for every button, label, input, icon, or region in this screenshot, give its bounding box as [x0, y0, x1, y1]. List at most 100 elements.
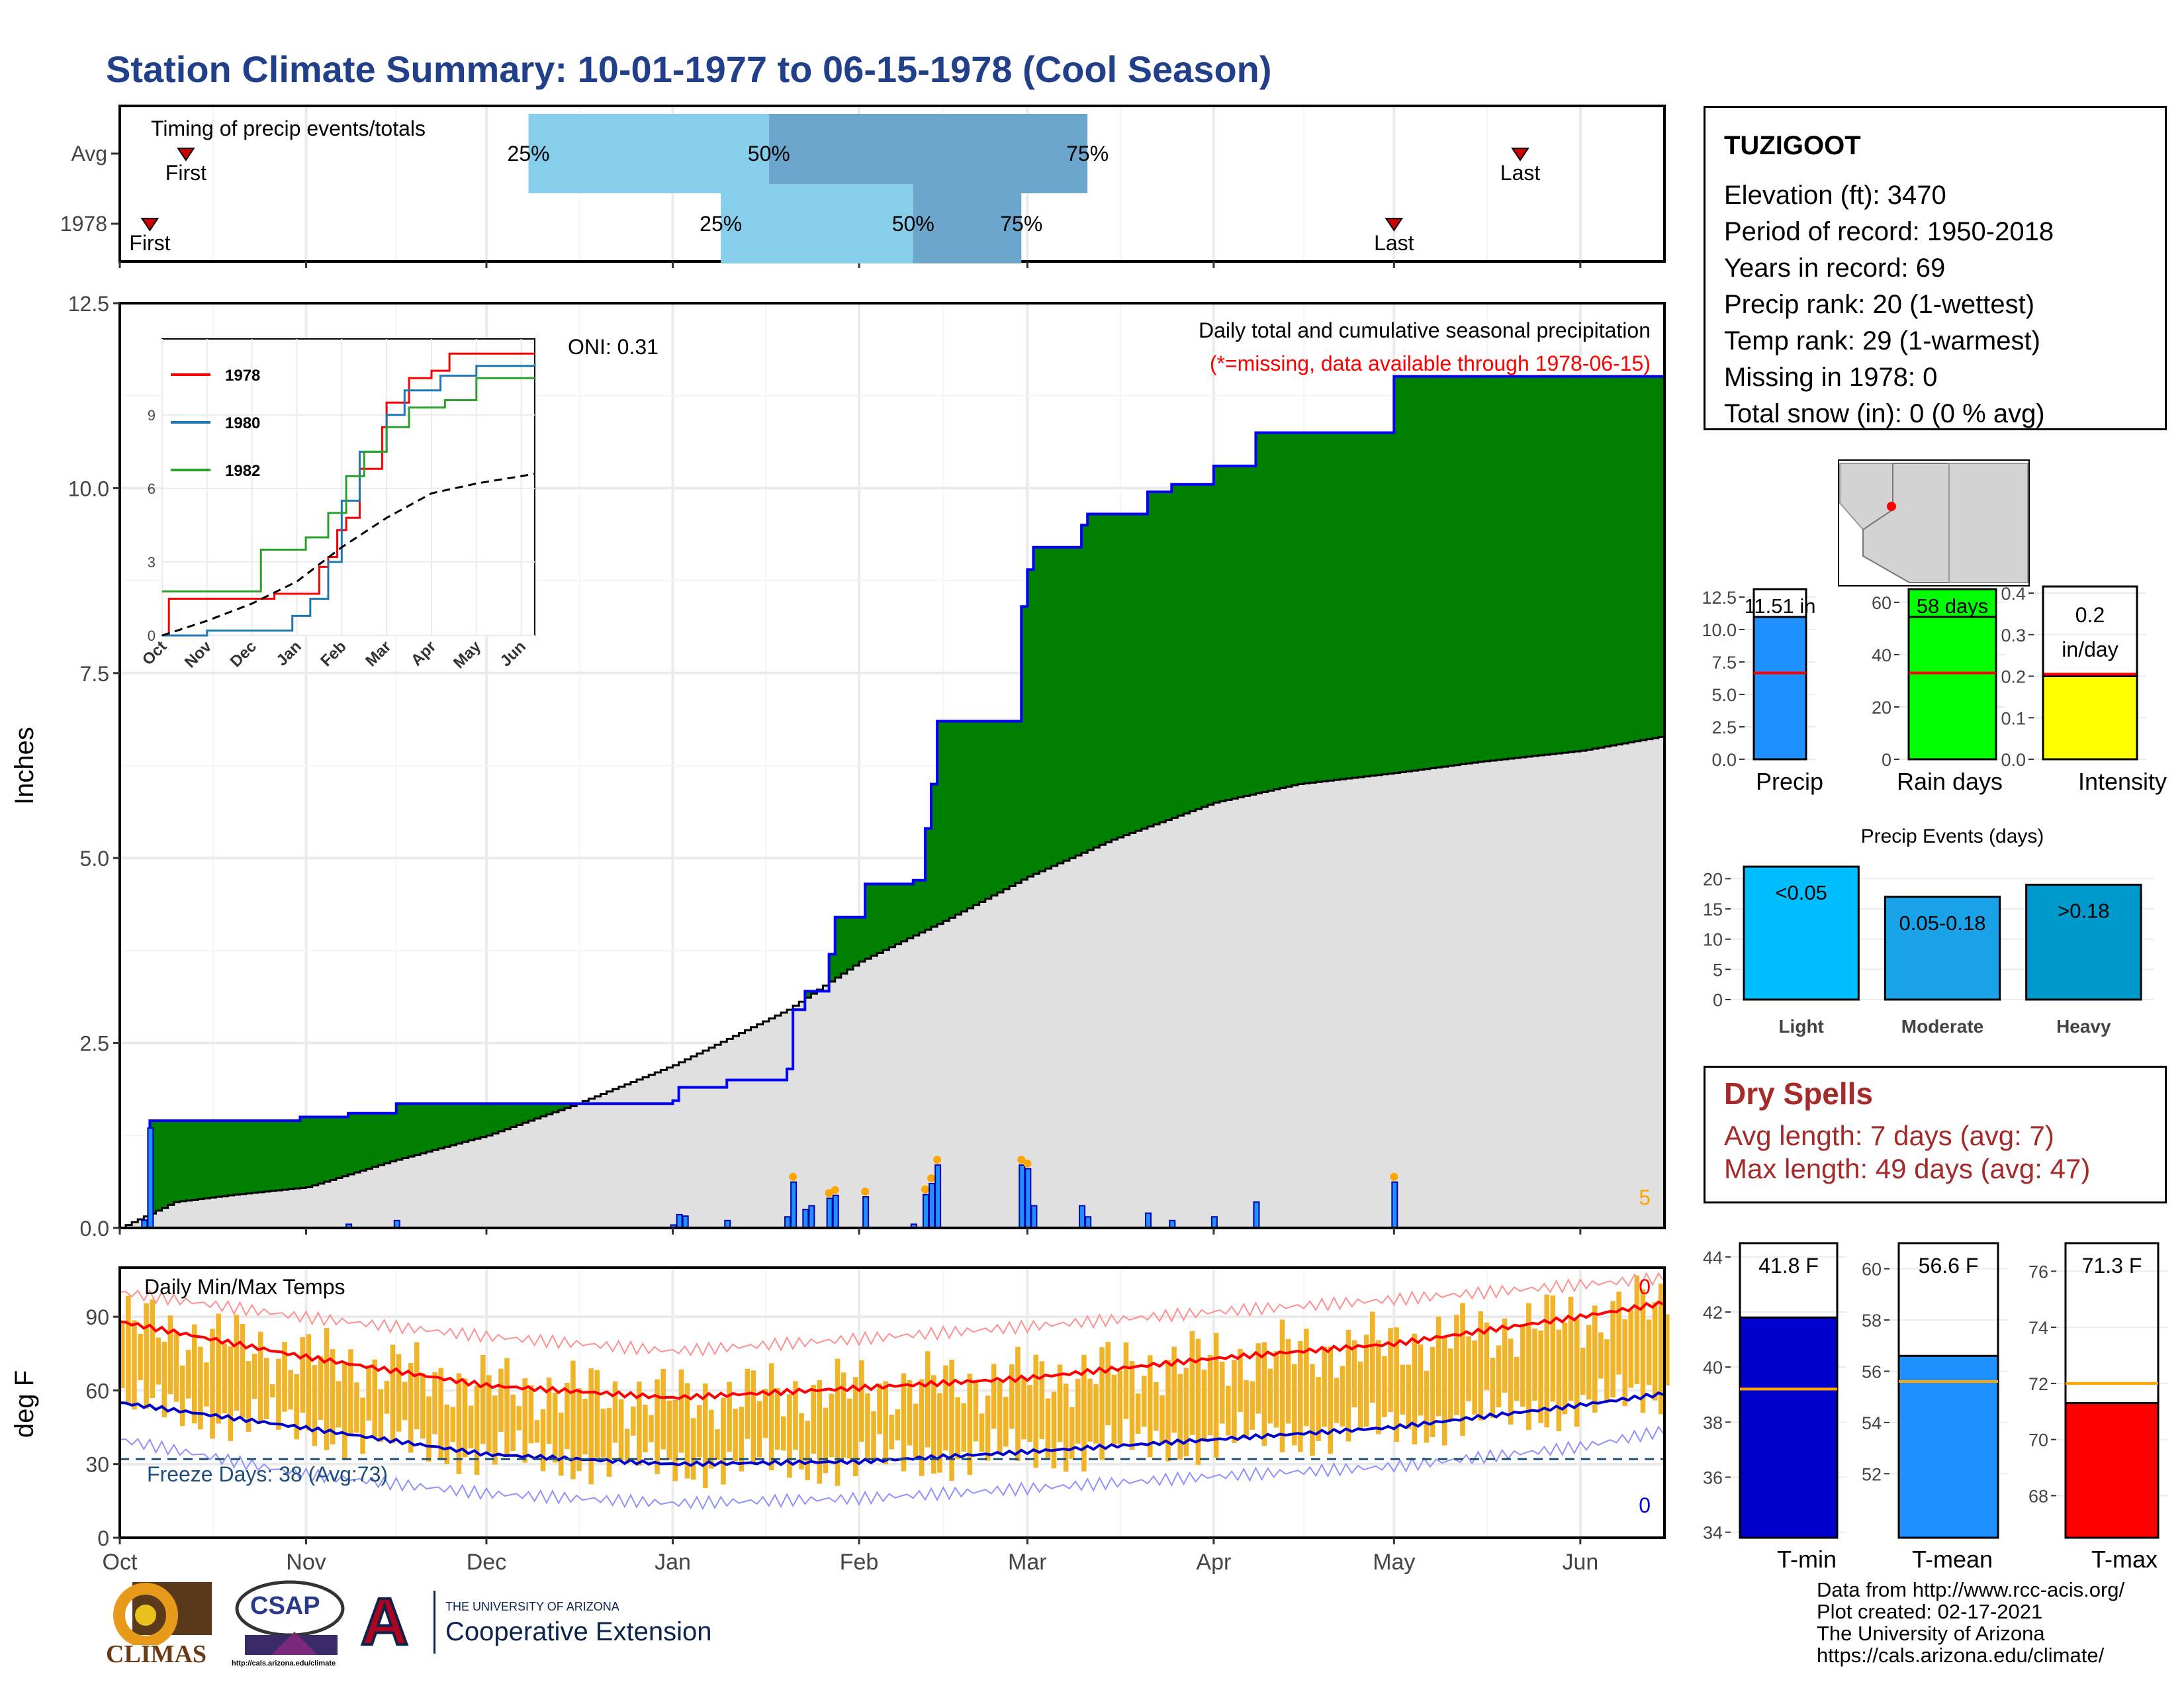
daily-temp-bar [835, 1358, 841, 1486]
daily-temp-bar [408, 1362, 414, 1453]
daily-temp-bar [1616, 1291, 1621, 1375]
daily-temp-bar [1285, 1338, 1291, 1424]
x-tick-label: Jan [655, 1550, 691, 1575]
daily-temp-bar [1135, 1393, 1141, 1434]
summary-y-tick-label: 60 [1862, 1260, 1882, 1280]
surplus-fill [1424, 376, 1431, 769]
surplus-fill [1472, 376, 1479, 763]
surplus-fill [420, 1103, 427, 1154]
daily-temp-bar [1201, 1370, 1207, 1442]
surplus-fill [384, 1113, 391, 1164]
daily-temp-bar [1484, 1322, 1490, 1390]
surplus-fill [1160, 491, 1166, 822]
summary-y-tick-label: 0.2 [2001, 667, 2026, 687]
y-tick-label: 2.5 [80, 1032, 109, 1056]
dry-spells-title: Dry Spells [1724, 1076, 1873, 1111]
intensity-label: 0.2 [2075, 603, 2105, 627]
first-label: First [165, 161, 206, 185]
daily-temp-bar [1279, 1319, 1285, 1453]
daily-temp-bar [774, 1387, 780, 1450]
surplus-fill [1478, 376, 1485, 762]
precip-event-bar-label: 0.05-0.18 [1899, 912, 1986, 935]
surplus-fill [1448, 376, 1455, 766]
daily-temp-bar [901, 1373, 907, 1472]
summary-y-tick-label: 10.0 [1702, 620, 1737, 640]
daily-temp-bar [889, 1415, 895, 1450]
daily-temp-bar [672, 1399, 678, 1481]
daily-temp-bar [246, 1361, 251, 1432]
surplus-fill [1435, 376, 1443, 768]
oni-label: ONI: 0.31 [568, 335, 659, 359]
x-tick-label: Apr [1196, 1550, 1231, 1575]
station-missing: Missing in 1978: 0 [1724, 363, 1938, 392]
precip-total-label: 11.51 in [1744, 594, 1815, 618]
daily-temp-bar [474, 1385, 480, 1476]
daily-temp-bar [1580, 1348, 1586, 1395]
daily-temp-bar [817, 1380, 823, 1484]
surplus-fill [1087, 514, 1094, 851]
daily-temp-bar [1298, 1340, 1303, 1452]
surplus-fill [1616, 376, 1623, 745]
summary-y-tick-label: 60 [1872, 593, 1891, 613]
heavy-event-marker [933, 1156, 942, 1164]
q75-label: 75% [1000, 212, 1042, 236]
summary-y-tick-label: 7.5 [1711, 653, 1737, 673]
climas-logo: CLIMAS [106, 1579, 215, 1671]
daily-temp-bar [1604, 1339, 1610, 1401]
daily-temp-bar [997, 1380, 1003, 1455]
daily-temp-bar [318, 1356, 324, 1420]
surplus-fill [1334, 432, 1341, 780]
surplus-fill [270, 1120, 277, 1192]
summary-y-tick-label: 42 [1703, 1303, 1723, 1323]
inset-x-tick-label: May [450, 637, 485, 673]
y-tick-label: 5.0 [80, 847, 109, 870]
surplus-fill [456, 1103, 463, 1144]
daily-temp-bar [1646, 1319, 1652, 1385]
daily-temp-bar [1664, 1314, 1670, 1385]
daily-temp-bar [1508, 1338, 1514, 1425]
daily-temp-bar [805, 1421, 810, 1481]
surplus-fill [324, 1117, 331, 1182]
surplus-fill [1021, 606, 1028, 880]
temps-frame [118, 1266, 1666, 1539]
surplus-fill [360, 1113, 367, 1171]
daily-temp-bar [865, 1393, 870, 1460]
surplus-fill [161, 1120, 169, 1208]
daily-temp-bar [306, 1334, 312, 1431]
surplus-fill [372, 1113, 379, 1167]
last-label: Last [1374, 231, 1414, 255]
surplus-fill [1322, 432, 1329, 782]
daily-temp-bar [1069, 1407, 1075, 1459]
surplus-fill [871, 884, 878, 956]
daily-temp-bar [1081, 1354, 1087, 1472]
quartile-bar-50-75 [768, 114, 1088, 193]
daily-temp-bar [360, 1397, 365, 1454]
surplus-fill [991, 721, 998, 896]
daily-temp-bar [486, 1375, 492, 1453]
surplus-fill [883, 884, 890, 951]
surplus-fill [1105, 514, 1113, 843]
events-y-tick-label: 15 [1703, 900, 1723, 919]
daily-temp-bar [1213, 1333, 1219, 1458]
surplus-fill [354, 1113, 361, 1173]
daily-temp-bar [510, 1394, 516, 1452]
daily-temp-bar [1430, 1346, 1435, 1438]
daily-temp-bar [167, 1315, 173, 1395]
page-title: Station Climate Summary: 10-01-1977 to 0… [106, 48, 1272, 90]
daily-temp-bar [1658, 1283, 1664, 1415]
surplus-fill [1520, 376, 1527, 758]
surplus-fill [167, 1120, 175, 1205]
daily-temp-bar [1189, 1331, 1195, 1435]
surplus-fill [1610, 376, 1617, 746]
tmax-category: T-max [2091, 1546, 2158, 1573]
surplus-fill [312, 1117, 319, 1186]
daily-temp-bar [179, 1365, 185, 1427]
surplus-fill [1189, 484, 1197, 812]
surplus-fill [979, 721, 986, 902]
daily-temp-bar [1261, 1342, 1267, 1446]
daily-temp-bar [660, 1368, 666, 1450]
x-tick-label: May [1373, 1550, 1415, 1575]
daily-temp-bar [468, 1405, 474, 1448]
surplus-fill [492, 1103, 499, 1134]
surplus-fill [1345, 432, 1353, 779]
